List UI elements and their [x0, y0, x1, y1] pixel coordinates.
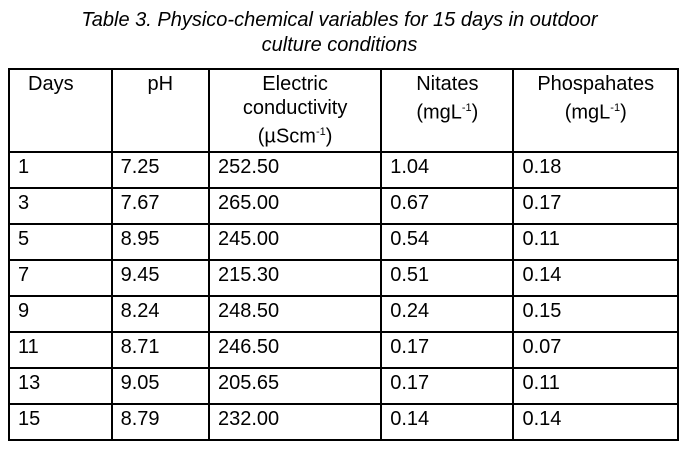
header-phosphates: Phospahates (mgL-1): [512, 68, 679, 153]
cell-ec: 248.50: [207, 294, 383, 333]
cell-ec: 205.65: [207, 366, 383, 405]
cell-ph: 8.71: [110, 330, 210, 369]
cell-days: 5: [8, 222, 113, 261]
cell-days: 15: [8, 402, 113, 441]
cell-nitrates: 0.17: [380, 330, 515, 369]
table-row: 9 8.24 248.50 0.24 0.15: [8, 294, 679, 333]
cell-days: 11: [8, 330, 113, 369]
table-row: 15 8.79 232.00 0.14 0.14: [8, 402, 679, 441]
cell-ec: 245.00: [207, 222, 383, 261]
cell-ec: 246.50: [207, 330, 383, 369]
header-ec: Electric conductivity (µScm-1): [207, 68, 383, 153]
ec-line1: Electric: [262, 73, 328, 95]
nit-unit-close: ): [471, 101, 479, 124]
header-days: Days: [8, 68, 113, 153]
cell-days: 1: [8, 150, 113, 189]
cell-phosphates: 0.17: [512, 186, 679, 225]
cell-nitrates: 0.51: [380, 258, 515, 297]
cell-phosphates: 0.07: [512, 330, 679, 369]
cell-nitrates: 1.04: [380, 150, 515, 189]
cell-ph: 9.45: [110, 258, 210, 297]
cell-ph: 7.67: [110, 186, 210, 225]
table-row: 7 9.45 215.30 0.51 0.14: [8, 258, 679, 297]
cell-ph: 8.95: [110, 222, 210, 261]
table-row: 3 7.67 265.00 0.67 0.17: [8, 186, 679, 225]
cell-nitrates: 0.14: [380, 402, 515, 441]
ec-unit-close: ): [325, 125, 333, 148]
cell-nitrates: 0.54: [380, 222, 515, 261]
header-ph: pH: [110, 68, 210, 153]
pho-unit-sup: -1: [610, 102, 621, 114]
cell-ec: 265.00: [207, 186, 383, 225]
cell-phosphates: 0.14: [512, 402, 679, 441]
ec-unit-sup: -1: [315, 126, 326, 138]
caption-line-2: culture conditions: [261, 34, 418, 56]
table-row: 11 8.71 246.50 0.17 0.07: [8, 330, 679, 369]
table-caption: Table 3. Physico-chemical variables for …: [0, 8, 679, 58]
table-row: 5 8.95 245.00 0.54 0.11: [8, 222, 679, 261]
cell-phosphates: 0.11: [512, 366, 679, 405]
nit-unit: (mgL-1): [386, 96, 508, 125]
nit-line1: Nitates: [416, 73, 479, 95]
ec-line2: conductivity: [242, 97, 348, 119]
cell-ph: 9.05: [110, 366, 210, 405]
table-row: 1 7.25 252.50 1.04 0.18: [8, 150, 679, 189]
cell-ph: 8.24: [110, 294, 210, 333]
header-row: Days pH Electric conductivity (µScm-1) N…: [8, 68, 679, 153]
cell-ph: 7.25: [110, 150, 210, 189]
table-row: 13 9.05 205.65 0.17 0.11: [8, 366, 679, 405]
nit-unit-sup: -1: [461, 102, 472, 114]
data-table: Days pH Electric conductivity (µScm-1) N…: [8, 68, 679, 441]
cell-days: 7: [8, 258, 113, 297]
pho-unit: (mgL-1): [518, 96, 673, 125]
pho-unit-close: ): [620, 101, 627, 124]
cell-nitrates: 0.17: [380, 366, 515, 405]
cell-ec: 252.50: [207, 150, 383, 189]
cell-ph: 8.79: [110, 402, 210, 441]
cell-phosphates: 0.18: [512, 150, 679, 189]
cell-phosphates: 0.11: [512, 222, 679, 261]
cell-phosphates: 0.15: [512, 294, 679, 333]
nit-unit-base: (mgL: [416, 101, 462, 124]
pho-unit-base: (mgL: [564, 101, 611, 124]
ec-unit: (µScm-1): [214, 120, 376, 149]
cell-days: 9: [8, 294, 113, 333]
cell-days: 13: [8, 366, 113, 405]
cell-days: 3: [8, 186, 113, 225]
cell-nitrates: 0.67: [380, 186, 515, 225]
caption-line-1: Table 3. Physico-chemical variables for …: [81, 9, 598, 31]
cell-ec: 232.00: [207, 402, 383, 441]
pho-line1: Phospahates: [537, 73, 655, 95]
cell-ec: 215.30: [207, 258, 383, 297]
header-nitrates: Nitates (mgL-1): [380, 68, 515, 153]
ec-unit-base: (µScm: [257, 125, 316, 148]
cell-phosphates: 0.14: [512, 258, 679, 297]
cell-nitrates: 0.24: [380, 294, 515, 333]
